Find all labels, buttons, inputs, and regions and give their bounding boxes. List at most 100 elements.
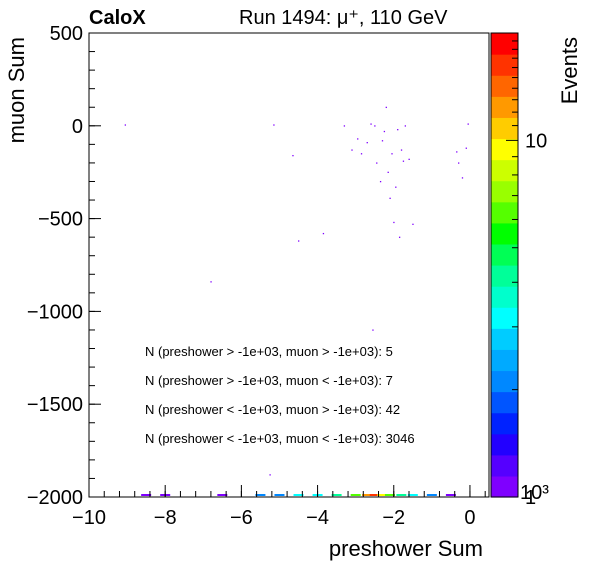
data-point (397, 129, 399, 131)
annotation-1: N (preshower > -1e+03, muon > -1e+03): 5 (145, 344, 393, 359)
data-points (124, 106, 469, 476)
data-point (322, 232, 325, 235)
bottom-bin (141, 494, 152, 496)
experiment-label: CaloX (89, 7, 146, 29)
data-point (461, 177, 464, 179)
data-point (381, 140, 384, 142)
data-point (370, 123, 372, 125)
x-axis: −10 −8 −6 −4 −2 0 (72, 485, 486, 529)
data-point (456, 151, 458, 153)
bottom-bin (362, 494, 373, 496)
bottom-bin (384, 494, 395, 496)
bottom-bin (396, 494, 407, 496)
palette-step (491, 475, 518, 498)
data-point (343, 125, 346, 127)
data-point (357, 138, 359, 140)
bottom-bin (407, 494, 418, 496)
palette-step (491, 307, 518, 329)
data-point (298, 240, 300, 242)
data-point (404, 125, 406, 127)
palette-step (491, 159, 518, 182)
plot-border (88, 32, 490, 498)
bottom-bin (217, 494, 228, 496)
palette-step (491, 391, 518, 414)
x-tick-label: −10 (72, 507, 106, 529)
palette-step (491, 138, 518, 161)
bottom-bin (350, 494, 361, 496)
palette-step (491, 454, 518, 477)
y-tick-label: −1000 (27, 301, 83, 323)
palette-step (491, 33, 518, 55)
data-point (273, 124, 275, 126)
data-point (372, 329, 374, 331)
annotation-2: N (preshower > -1e+03, muon < -1e+03): 7 (145, 373, 393, 388)
palette-step (491, 180, 518, 203)
z-tick-label: 10 (525, 130, 547, 152)
data-point (393, 221, 395, 224)
color-palette: 1 10 10³ (490, 32, 549, 509)
plot-frame (88, 32, 490, 498)
data-point (366, 142, 368, 144)
palette-border (490, 32, 519, 498)
data-point (467, 123, 469, 125)
x-tick-label: −8 (154, 507, 177, 529)
data-point (383, 130, 386, 133)
z-axis-title: Events (557, 37, 582, 104)
y-tick-label: −2000 (27, 487, 83, 509)
data-point (400, 149, 403, 151)
y-axis-title: muon Sum (4, 37, 29, 143)
bottom-bin (377, 494, 388, 496)
data-point (385, 106, 387, 109)
data-point (408, 158, 410, 161)
data-point (210, 281, 212, 283)
data-point (398, 236, 401, 238)
run-info-label: Run 1494: μ⁺, 110 GeV (239, 7, 448, 29)
palette-step (491, 349, 518, 372)
data-point (458, 162, 460, 164)
bottom-bin (274, 494, 285, 496)
z-tick-label: 1 (525, 487, 536, 509)
data-point (124, 124, 126, 126)
z-corner-label: 10³ (520, 482, 549, 504)
x-tick-label: −6 (230, 507, 253, 529)
palette-step (491, 201, 518, 224)
bottom-bin (331, 494, 342, 496)
x-tick-label: 0 (464, 507, 475, 529)
data-point (360, 153, 363, 155)
data-point (379, 180, 382, 183)
data-point (374, 125, 376, 127)
data-point (391, 153, 393, 155)
palette-step (491, 75, 518, 97)
x-tick-label: −4 (306, 507, 329, 529)
bottom-bin (369, 494, 380, 496)
palette-step (491, 96, 518, 118)
bottom-bin (255, 494, 266, 496)
palette-step (491, 412, 518, 435)
palette-step (491, 370, 518, 393)
y-tick-label: 0 (72, 116, 83, 138)
palette-step (491, 117, 518, 140)
palette-step (491, 433, 518, 456)
palette-step (491, 328, 518, 350)
data-point (292, 154, 294, 157)
data-point (351, 149, 353, 151)
data-point (395, 186, 397, 188)
bottom-bin (426, 494, 437, 496)
data-point (412, 223, 414, 225)
palette-step (491, 222, 518, 245)
bottom-bin (293, 494, 304, 496)
annotation-4: N (preshower < -1e+03, muon < -1e+03): 3… (145, 431, 415, 446)
data-point (269, 474, 271, 476)
data-point (389, 197, 391, 199)
y-axis: 500 0 −500 −1000 −1500 −2000 (27, 23, 101, 509)
y-tick-label: −500 (38, 209, 83, 231)
annotation-3: N (preshower < -1e+03, muon > -1e+03): 4… (145, 402, 401, 417)
palette-step (491, 286, 518, 308)
palette-step (491, 265, 518, 287)
y-tick-label: 500 (50, 23, 83, 45)
data-point (402, 160, 405, 162)
y-tick-label: −1500 (27, 394, 83, 416)
x-tick-label: −2 (382, 507, 405, 529)
